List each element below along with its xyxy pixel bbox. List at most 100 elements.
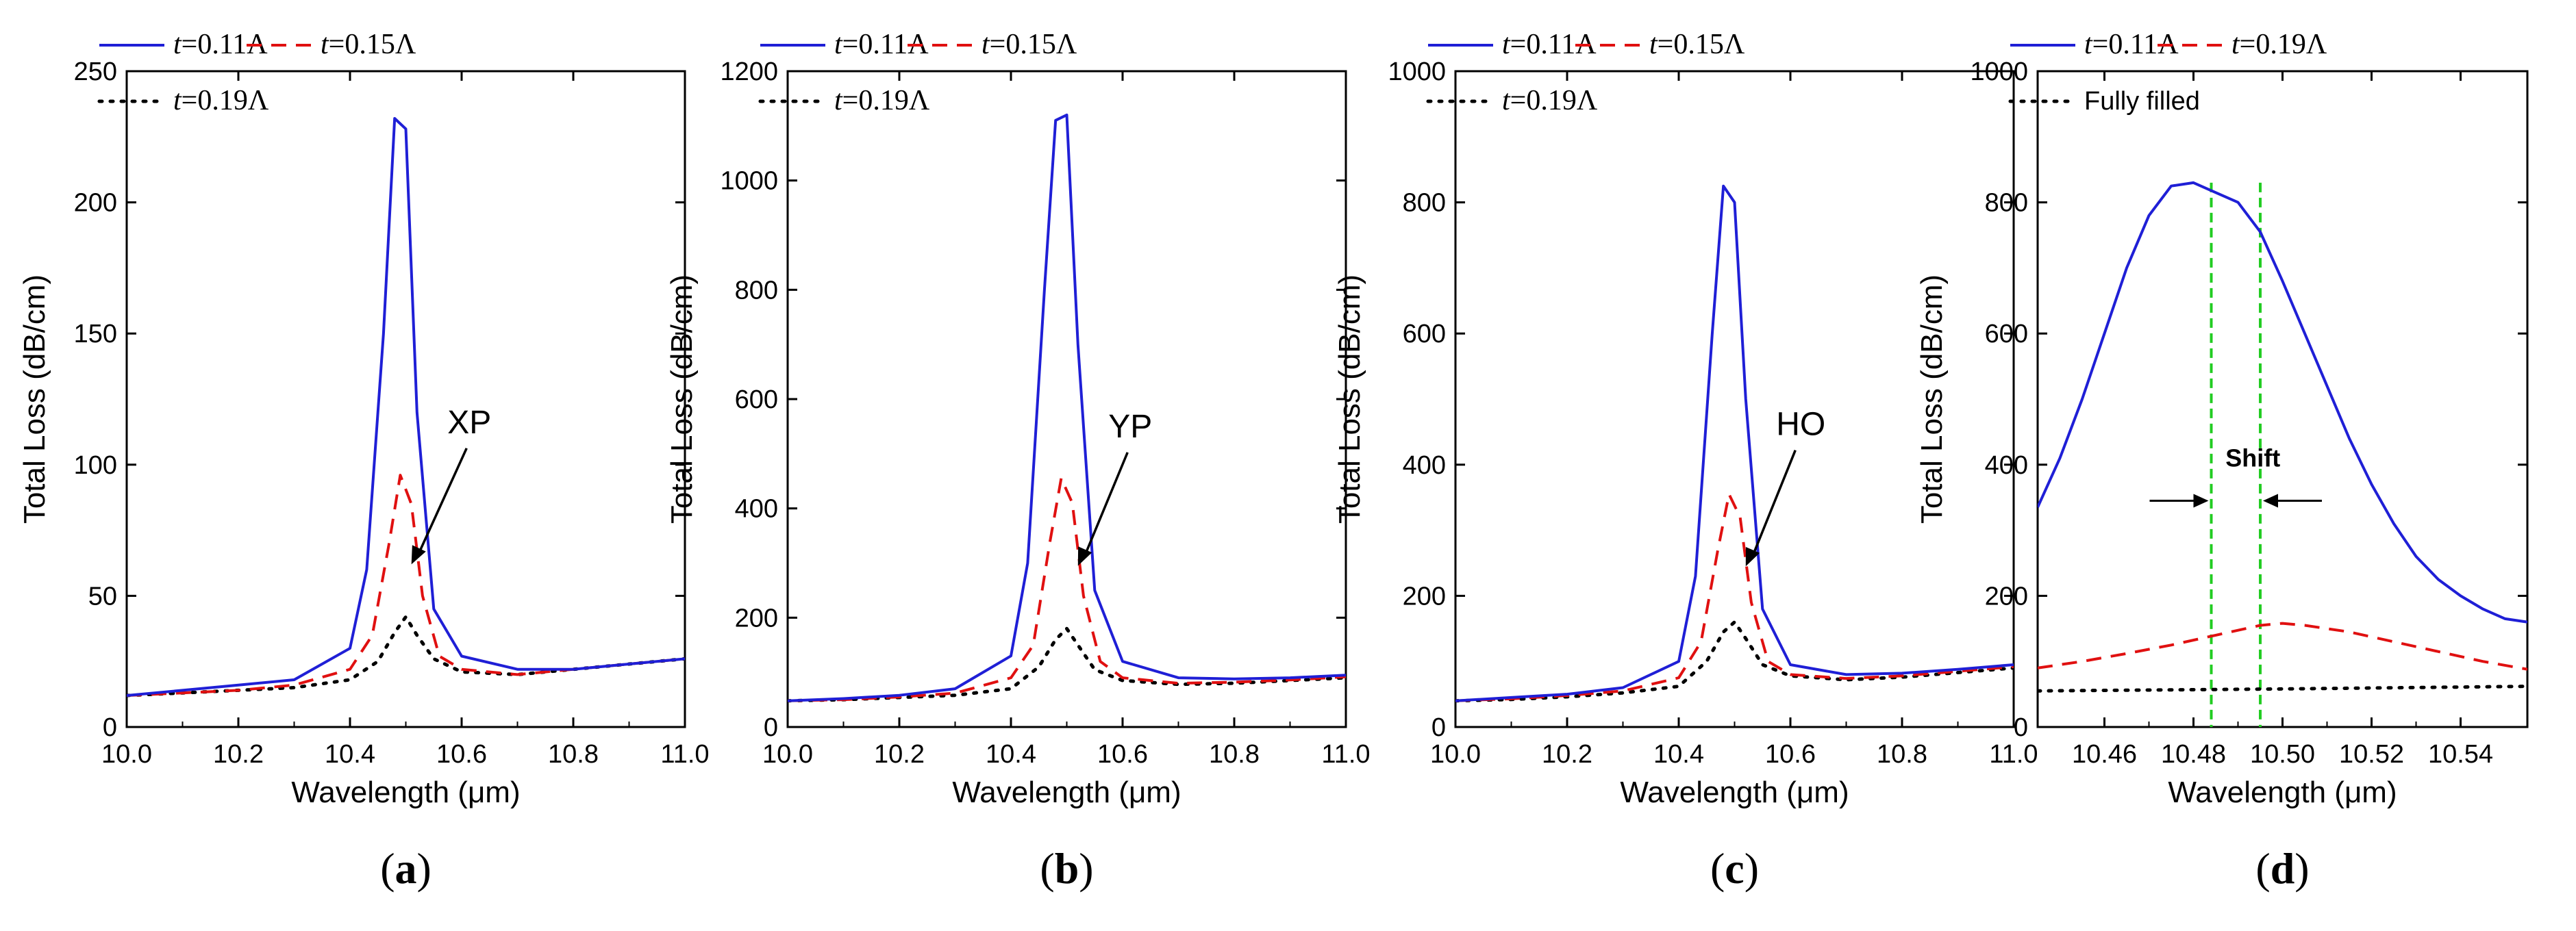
legend-label-italic: t — [1502, 85, 1511, 116]
legend-entry-3: Fully filled — [2008, 87, 2200, 116]
legend-label-italic: t — [1502, 29, 1511, 60]
y-tick-label: 200 — [1985, 582, 2028, 611]
annotation-arrow — [1750, 450, 1797, 560]
y-axis-label: Total Loss (dB/cm) — [18, 275, 51, 524]
x-axis-label: Wavelength (μm) — [1620, 776, 1849, 809]
annotation-label: HO — [1776, 407, 1825, 443]
y-tick-label: 200 — [735, 604, 778, 633]
legend-entry-1: t=0.11Λ — [760, 29, 929, 60]
plot-frame — [2036, 70, 2529, 728]
y-tick-label: 600 — [735, 385, 778, 414]
legend-entry-2: t=0.15Λ — [247, 29, 416, 60]
legend-entry-2: t=0.19Λ — [2158, 29, 2327, 60]
panel-label-close: ) — [417, 844, 432, 893]
panel-label-letter: d — [2271, 844, 2295, 893]
legend-entry-2: t=0.15Λ — [1575, 29, 1745, 60]
y-tick-label: 0 — [1431, 713, 1446, 742]
annotation-label: YP — [1108, 409, 1152, 445]
annotation-arrow-head — [1077, 546, 1092, 566]
x-tick-label: 10.4 — [325, 740, 375, 769]
series-line-2 — [127, 474, 685, 697]
annotation-label: XP — [447, 405, 491, 441]
series-line-1 — [127, 117, 685, 697]
x-tick-label: 10.4 — [986, 740, 1036, 769]
panel-label-open: ( — [380, 844, 395, 893]
panel-label: (d) — [2255, 844, 2309, 893]
legend-label-italic: t — [981, 29, 990, 60]
legend-label-rest: =0.19Λ — [182, 85, 269, 116]
legend-entry-1: t=0.11Λ — [99, 29, 268, 60]
y-tick-label: 400 — [735, 495, 778, 524]
y-tick-label: 0 — [764, 713, 778, 742]
x-tick-label: 10.50 — [2250, 740, 2315, 769]
legend-label: t=0.15Λ — [1649, 29, 1745, 60]
legend-label: t=0.19Λ — [173, 85, 269, 116]
shift-arrow-left-head — [2193, 494, 2209, 508]
y-tick-label: 800 — [1985, 189, 2028, 218]
y-tick-label: 150 — [74, 320, 117, 348]
legend-label-rest: =0.19Λ — [2240, 29, 2327, 60]
x-tick-label: 10.52 — [2339, 740, 2404, 769]
panel-label: (c) — [1710, 844, 1759, 893]
chart-panel-d: 10.46 10.48 10.50 10.52 10.54 0 200 400 600 800 10… — [1915, 29, 2529, 893]
panel-label: (b) — [1040, 844, 1093, 893]
legend-label: t=0.15Λ — [321, 29, 416, 60]
legend-label-italic: t — [834, 29, 843, 60]
y-tick-label: 600 — [1403, 320, 1446, 348]
legend-label-italic: t — [2084, 29, 2093, 60]
legend-label-italic: t — [173, 29, 182, 60]
annotation-arrow-head — [411, 545, 426, 565]
series-line-1 — [788, 113, 1346, 702]
y-tick-label: 200 — [1403, 582, 1446, 611]
y-tick-label: 1000 — [1388, 58, 1446, 86]
x-tick-label: 10.2 — [1542, 740, 1592, 769]
legend-label-rest: =0.15Λ — [329, 29, 416, 60]
y-tick-label: 400 — [1985, 451, 2028, 480]
panel-label-close: ) — [2294, 844, 2309, 893]
y-axis-label: Total Loss (dB/cm) — [665, 275, 699, 524]
panel-label-open: ( — [1710, 844, 1725, 893]
series-line-2 — [788, 476, 1346, 702]
y-tick-label: 600 — [1985, 320, 2028, 348]
x-tick-label: 10.8 — [548, 740, 599, 769]
annotation-arrow — [416, 448, 468, 559]
x-axis-label: Wavelength (μm) — [2168, 776, 2397, 809]
legend-label-rest: =0.19Λ — [842, 85, 930, 116]
annotation-arrow-head — [1745, 547, 1760, 567]
y-tick-label: 0 — [2014, 713, 2028, 742]
x-tick-label: 10.46 — [2072, 740, 2137, 769]
legend-entry-3: t=0.19Λ — [97, 85, 269, 116]
x-tick-label: 10.54 — [2428, 740, 2493, 769]
x-tick-label: 10.2 — [874, 740, 925, 769]
y-tick-label: 200 — [74, 189, 117, 218]
legend-label: t=0.19Λ — [2231, 29, 2327, 60]
y-tick-label: 1000 — [720, 167, 778, 196]
x-axis-label: Wavelength (μm) — [291, 776, 520, 809]
chart-panel-a: 10.0 10.2 10.4 10.6 10.8 11.0 0 50 100 150 200 250 W… — [18, 29, 710, 893]
legend-entry-1: t=0.11Λ — [1428, 29, 1597, 60]
panel-label-open: ( — [2255, 844, 2270, 893]
legend-label-italic: t — [173, 85, 182, 116]
panel-label-open: ( — [1040, 844, 1054, 893]
x-tick-label: 10.4 — [1653, 740, 1704, 769]
y-tick-label: 400 — [1403, 451, 1446, 480]
shift-arrow-right-head — [2263, 494, 2278, 508]
legend-entry-1: t=0.11Λ — [2010, 29, 2179, 60]
x-tick-label: 10.6 — [436, 740, 487, 769]
x-tick-label: 10.2 — [213, 740, 264, 769]
plot-frame — [125, 70, 686, 728]
y-tick-label: 0 — [103, 713, 117, 742]
legend-entry-3: t=0.19Λ — [1426, 85, 1598, 116]
x-axis-label: Wavelength (μm) — [952, 776, 1181, 809]
legend-label: Fully filled — [2084, 87, 2200, 116]
annotation-arrow — [1082, 452, 1129, 560]
legend-entry-3: t=0.19Λ — [758, 85, 930, 116]
shift-label: Shift — [2225, 444, 2280, 472]
series-line-2 — [2038, 622, 2527, 671]
panel-label-close: ) — [1745, 844, 1759, 893]
panel-label-letter: a — [395, 844, 417, 893]
series-line-1 — [2038, 181, 2527, 624]
legend-label-rest: =0.19Λ — [1510, 85, 1598, 116]
panel-label-letter: c — [1725, 844, 1744, 893]
